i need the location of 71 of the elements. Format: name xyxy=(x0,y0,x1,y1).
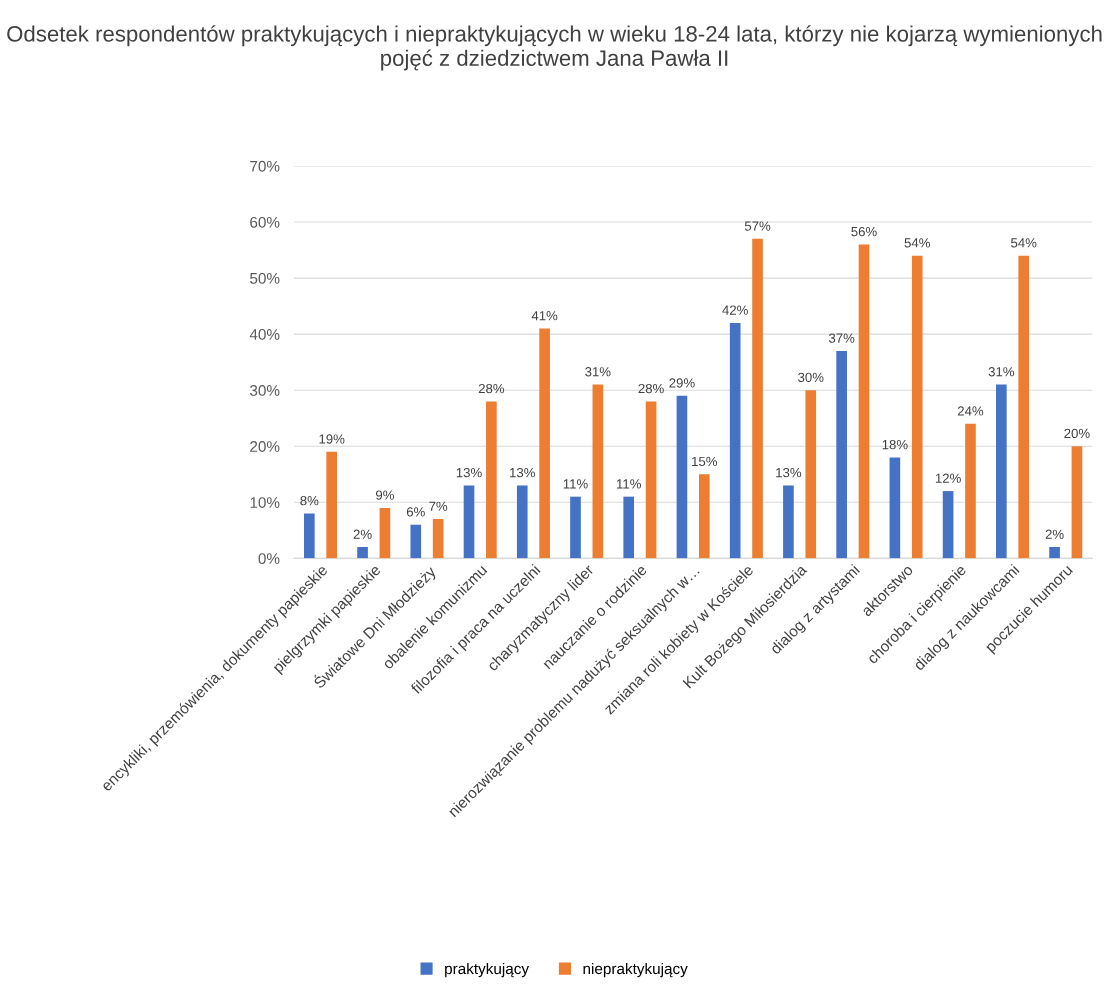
data-label: 28% xyxy=(478,383,505,394)
y-tick-label: 20% xyxy=(250,441,280,452)
bar xyxy=(516,485,528,559)
data-label: 13% xyxy=(510,467,535,478)
data-label: 29% xyxy=(669,378,695,388)
data-label: 54% xyxy=(1011,238,1037,248)
bar xyxy=(752,238,763,559)
data-label: 12% xyxy=(935,473,961,483)
bar xyxy=(783,485,794,559)
data-label: 57% xyxy=(744,221,771,231)
bar xyxy=(805,390,817,559)
data-label: 37% xyxy=(828,333,855,343)
bar xyxy=(379,507,391,559)
data-label: 56% xyxy=(851,226,877,237)
data-label: 2% xyxy=(1045,529,1064,539)
data-label: 20% xyxy=(1064,428,1090,439)
data-label: 11% xyxy=(617,479,641,489)
bar xyxy=(645,401,657,559)
legend-label: niepraktykujący xyxy=(583,962,688,978)
data-label: 31% xyxy=(988,367,1015,377)
data-label: 42% xyxy=(722,305,748,315)
y-tick-label: 30% xyxy=(250,385,280,396)
bar xyxy=(463,485,475,559)
bar xyxy=(1018,255,1030,559)
bar xyxy=(432,519,444,559)
y-tick-label: 50% xyxy=(250,272,280,284)
bar xyxy=(539,328,550,559)
data-label: 8% xyxy=(300,495,319,506)
data-label: 24% xyxy=(957,406,984,416)
data-label: 18% xyxy=(882,439,908,450)
data-label: 7% xyxy=(429,501,448,511)
bar xyxy=(729,322,741,559)
data-label: 15% xyxy=(692,456,718,467)
bar xyxy=(942,491,954,559)
data-label: 2% xyxy=(353,529,372,539)
bar xyxy=(410,524,422,559)
legend-label: praktykujący xyxy=(445,962,529,978)
bar xyxy=(858,244,870,559)
bar xyxy=(836,350,847,559)
bar xyxy=(592,384,604,559)
data-label: 19% xyxy=(319,434,345,444)
bar xyxy=(486,401,497,559)
data-label: 6% xyxy=(406,507,425,517)
y-tick-label: 0% xyxy=(258,553,280,565)
bar xyxy=(570,496,581,559)
y-tick-label: 60% xyxy=(250,216,280,228)
bar xyxy=(911,255,923,559)
bar xyxy=(889,457,901,559)
bar xyxy=(623,496,635,559)
y-tick-label: 70% xyxy=(250,160,280,172)
bar xyxy=(1071,446,1083,559)
data-label: 54% xyxy=(904,238,930,248)
bar xyxy=(698,474,710,559)
bar xyxy=(326,451,337,559)
bar xyxy=(1049,547,1060,559)
y-tick-label: 40% xyxy=(249,329,280,340)
data-label: 41% xyxy=(531,311,558,321)
y-tick-label: 10% xyxy=(250,497,280,508)
bar xyxy=(676,395,688,559)
bar xyxy=(996,384,1007,559)
bar xyxy=(357,547,368,559)
data-label: 13% xyxy=(456,467,482,478)
data-label: 30% xyxy=(798,372,824,383)
bar xyxy=(304,513,315,559)
data-label: 13% xyxy=(776,467,802,478)
data-label: 31% xyxy=(585,367,611,377)
data-label: 9% xyxy=(376,490,394,500)
data-label: 11% xyxy=(563,479,588,489)
bar xyxy=(965,423,976,559)
chart-title: Odsetek respondentów praktykujących i niepraktykujących w wieku 18-24 lata, którzy nie kojarzą wymienionych pojęć z dziedzictwem Jana Pawła II xyxy=(7,25,1102,71)
data-label: 28% xyxy=(638,383,664,394)
